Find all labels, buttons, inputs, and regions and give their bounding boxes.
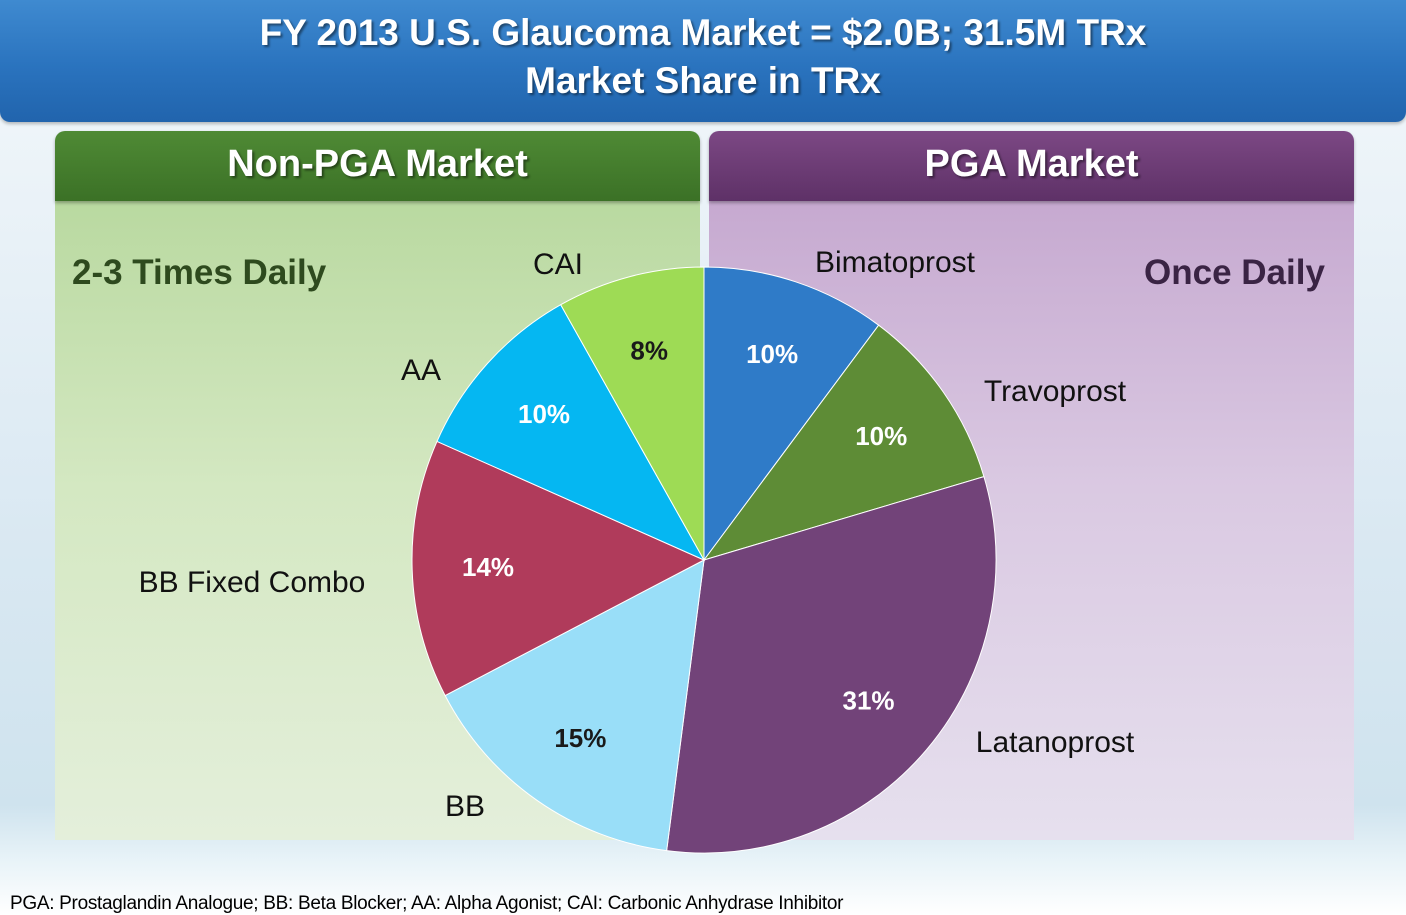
category-label-latanoprost: Latanoprost bbox=[976, 726, 1135, 759]
pie-slice-cai bbox=[560, 266, 705, 562]
title-bar: FY 2013 U.S. Glaucoma Market = $2.0B; 31… bbox=[0, 0, 1406, 122]
data-label-bb: 15% bbox=[554, 723, 606, 753]
category-label-aa: AA bbox=[401, 354, 441, 387]
dosing-frequency-left: 2-3 Times Daily bbox=[72, 253, 327, 292]
category-label-bimatoprost: Bimatoprost bbox=[815, 246, 976, 279]
pie-slice-bb bbox=[444, 559, 705, 852]
category-label-bb-fixed-combo: BB Fixed Combo bbox=[139, 566, 366, 599]
pie-slice-travoprost bbox=[702, 324, 985, 561]
data-label-aa: 10% bbox=[518, 399, 570, 429]
category-label-bb: BB bbox=[445, 790, 485, 823]
pie-slice-latanoprost bbox=[666, 476, 997, 854]
title-line-2: Market Share in TRx bbox=[525, 60, 881, 101]
data-label-travoprost: 10% bbox=[855, 421, 907, 451]
pga-market-header: PGA Market bbox=[709, 131, 1354, 201]
footnote: PGA: Prostaglandin Analogue; BB: Beta Bl… bbox=[10, 893, 844, 914]
data-label-bimatoprost: 10% bbox=[746, 339, 798, 369]
title-line-1: FY 2013 U.S. Glaucoma Market = $2.0B; 31… bbox=[259, 12, 1147, 53]
category-label-travoprost: Travoprost bbox=[984, 375, 1127, 408]
pie-slice-bb-fixed-combo bbox=[411, 440, 706, 697]
dosing-frequency-right: Once Daily bbox=[1144, 253, 1325, 292]
category-label-cai: CAI bbox=[533, 248, 583, 281]
non-pga-market-header: Non-PGA Market bbox=[55, 131, 700, 201]
data-label-bb-fixed-combo: 14% bbox=[462, 552, 514, 582]
data-label-cai: 8% bbox=[630, 335, 668, 365]
pie-slice-bimatoprost bbox=[703, 266, 880, 562]
pie-slice-aa bbox=[436, 304, 706, 562]
data-label-latanoprost: 31% bbox=[843, 686, 895, 716]
